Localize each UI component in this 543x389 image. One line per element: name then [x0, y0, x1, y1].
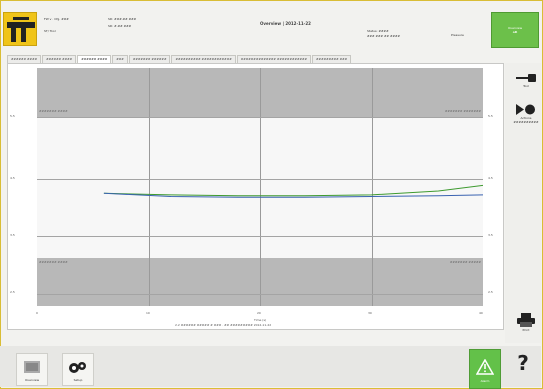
setup-button[interactable]: Setup	[62, 353, 94, 386]
logo	[3, 12, 37, 46]
grid-h-3	[37, 236, 483, 237]
bottom-right-note: ####### #####	[449, 260, 481, 264]
alarm-label: Alarm	[480, 379, 490, 383]
page-title: Overview | 2012-11-22	[260, 21, 311, 26]
help-button[interactable]: ?	[511, 351, 535, 386]
bottom-left-note: ####### ####	[39, 260, 68, 264]
grid-v-2	[260, 68, 261, 306]
x-label-1: 0	[36, 311, 38, 315]
tab-5[interactable]: ####### ######	[128, 55, 171, 63]
header-mid-line2: SD: #.## ###	[108, 24, 132, 28]
tool-icon	[516, 74, 536, 82]
status-box-label: Overview	[507, 26, 523, 30]
chart-lines	[103, 184, 483, 198]
actions-icon	[516, 104, 535, 115]
y-left-label-2: 4.5	[10, 176, 15, 180]
tab-7[interactable]: ############## ############	[236, 55, 312, 63]
grid-v-1	[149, 68, 150, 306]
tab-8[interactable]: ######### ###	[312, 55, 352, 63]
header-left-line1: FW v · Cfg. ###	[44, 17, 69, 21]
x-axis-title: Time (s)	[254, 318, 267, 322]
x-label-2: 10	[146, 311, 150, 315]
top-left-note: ####### ####	[39, 109, 68, 113]
top-right-note: ####### #######	[444, 109, 481, 113]
grid-h-4	[37, 294, 483, 295]
y-right-label-4: 2.5	[488, 290, 493, 294]
overview-button[interactable]: Overview	[16, 353, 48, 386]
tool-button[interactable]: Tool	[512, 72, 540, 88]
actions-label: Actions ##########	[513, 116, 539, 124]
status-line1: Status: ####	[367, 29, 389, 33]
tab-3-active[interactable]: ###### ####	[77, 55, 112, 63]
overview-icon	[24, 361, 40, 373]
y-left-label-1: 5.5	[10, 114, 15, 118]
help-icon: ?	[517, 351, 529, 375]
tab-2[interactable]: ###### ####	[42, 55, 77, 63]
logo-icon	[7, 17, 35, 42]
y-left-label-4: 2.5	[10, 290, 15, 294]
grid-h-2	[37, 179, 483, 180]
alarm-button[interactable]: Alarm	[469, 349, 501, 389]
status-box-value: oK	[512, 30, 518, 34]
tab-bar: ###### #### ###### #### ###### #### ### …	[7, 55, 352, 63]
y-left-label-3: 3.5	[10, 233, 15, 237]
series-line-2	[103, 192, 483, 198]
header-mid-line1: SD: ###.## ###	[108, 17, 137, 21]
x-label-3: 20	[257, 311, 261, 315]
tool-label: Tool	[523, 84, 529, 88]
plot-area: ####### #### ####### ####### ####### ###…	[37, 68, 483, 306]
status-tag: Pressure	[451, 33, 464, 37]
grid-v-3	[372, 68, 373, 306]
x-label-4: 30	[368, 311, 372, 315]
grid-h-1	[37, 117, 483, 118]
printer-icon	[517, 313, 535, 327]
tab-4[interactable]: ###	[112, 55, 128, 63]
warning-icon	[475, 358, 495, 375]
status-ok-box[interactable]: Overview oK	[491, 12, 539, 48]
header-left-line2: ST/ Tool	[44, 29, 56, 33]
tab-6[interactable]: ########## ############	[171, 55, 236, 63]
actions-button[interactable]: Actions ##########	[512, 103, 540, 124]
tab-1[interactable]: ###### ####	[7, 55, 42, 63]
x-label-5: 40	[479, 311, 483, 315]
print-button[interactable]: Print	[512, 312, 540, 332]
status-line2: ### ### ## ####	[367, 34, 401, 38]
y-right-label-2: 4.5	[488, 176, 493, 180]
y-right-label-1: 5.5	[488, 114, 493, 118]
print-label: Print	[522, 328, 530, 332]
overview-label: Overview	[24, 378, 40, 382]
gears-icon	[69, 362, 86, 373]
series-line-1	[103, 184, 483, 197]
setup-label: Setup	[73, 378, 83, 382]
plot-footer: 2.2 ###### ##### # ### · ## ######### 20…	[175, 323, 272, 327]
y-right-label-3: 3.5	[488, 233, 493, 237]
